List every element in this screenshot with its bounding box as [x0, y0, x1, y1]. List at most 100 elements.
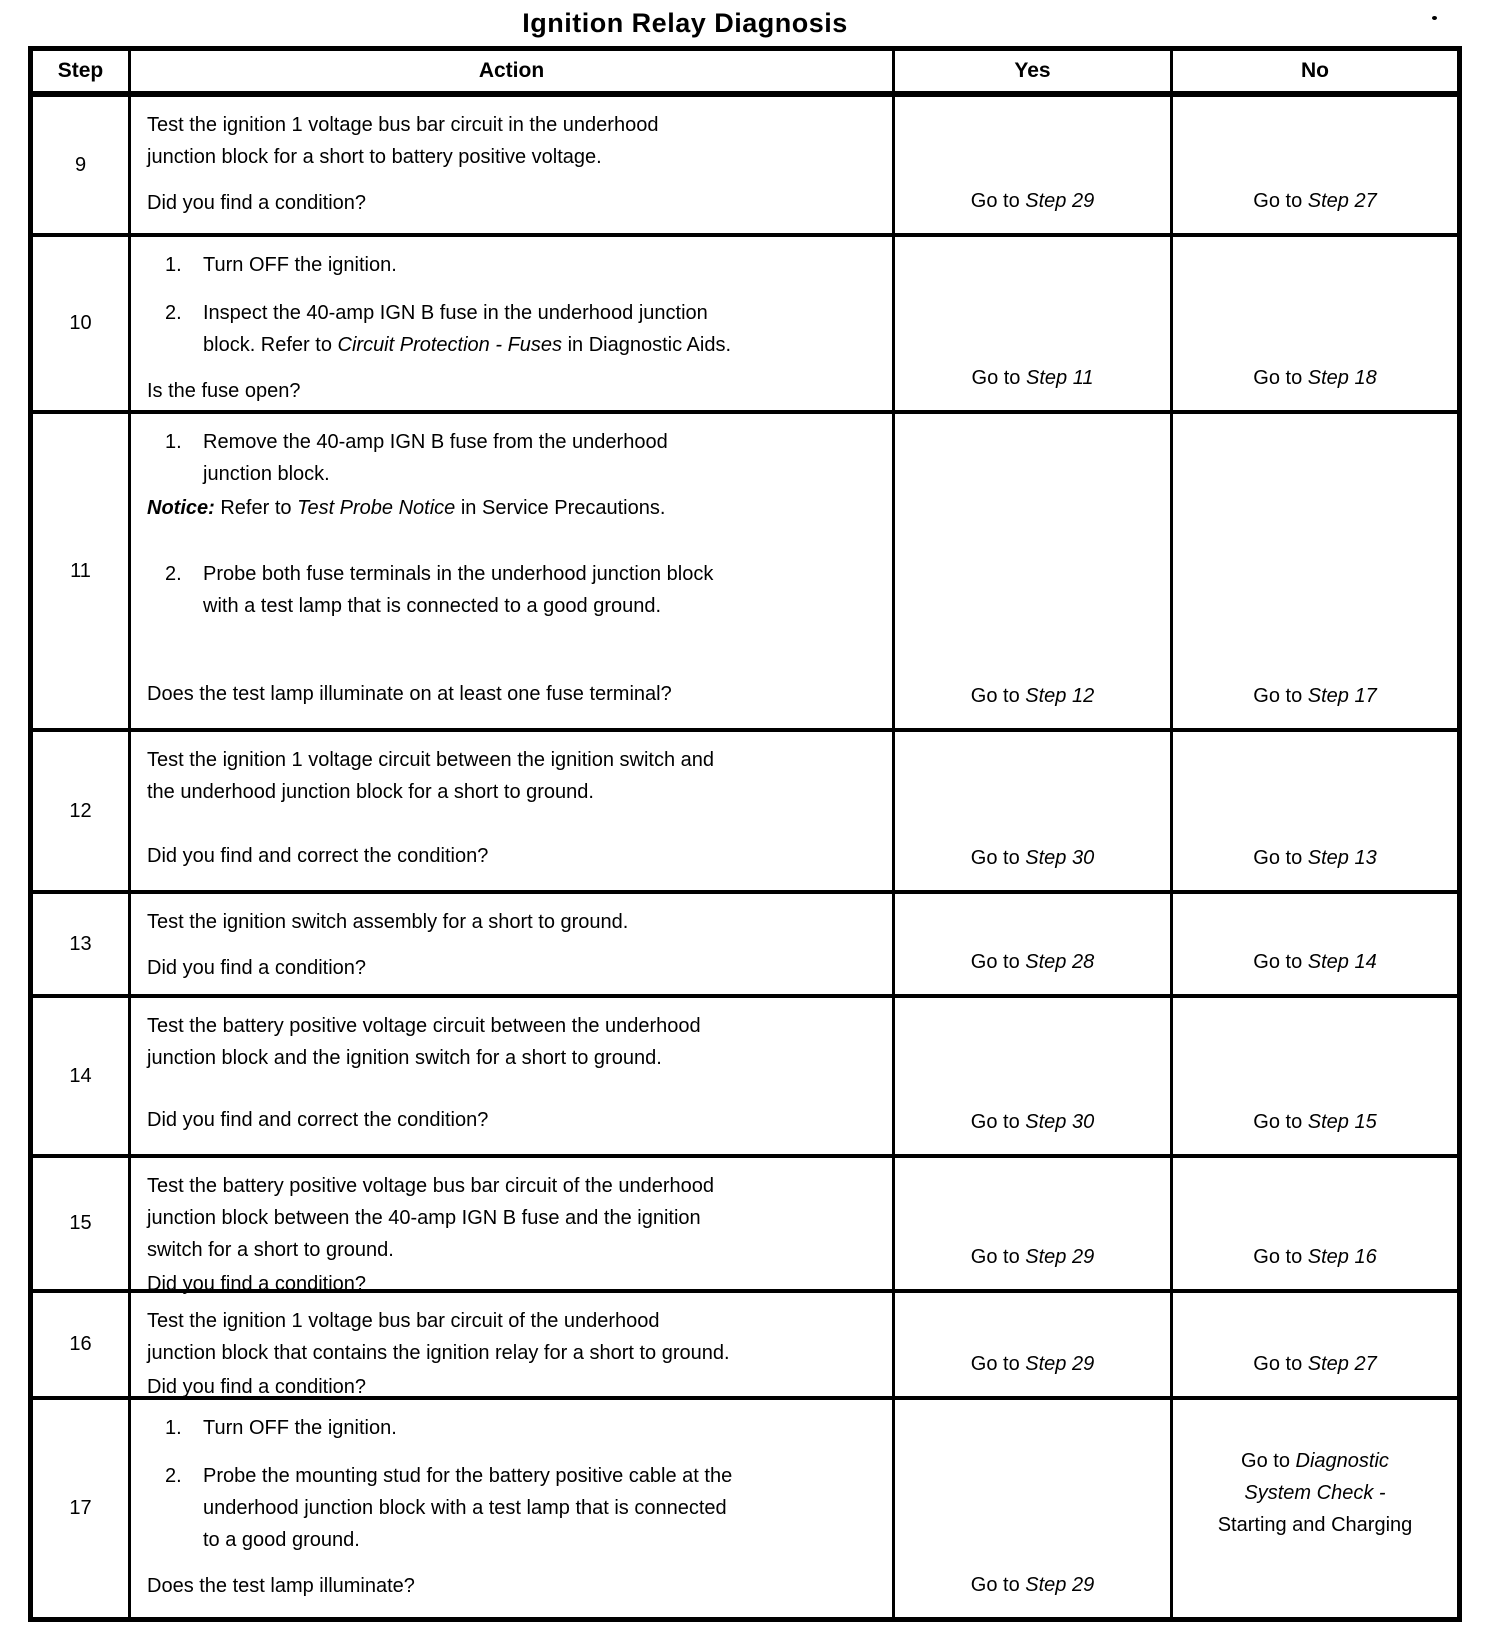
step-cell: 17	[69, 1497, 92, 1519]
action-text: Test the ignition 1 voltage bus bar circ…	[147, 114, 659, 168]
table-row-step-11: 11 1. Remove the 40-amp IGN B fuse from …	[33, 410, 1457, 728]
action-list-item-2: 2. Inspect the 40-amp IGN B fuse in the …	[147, 297, 878, 361]
no-cell: Go to Step 27	[1170, 1293, 1457, 1396]
step-cell: 13	[69, 932, 92, 955]
no-cell: Go to Step 15	[1170, 998, 1457, 1154]
diagnosis-table: Step Action Yes No 9 Test the ignition 1…	[28, 46, 1462, 1622]
reference-title: Test Probe Notice	[297, 497, 456, 519]
header-action: Action	[128, 51, 892, 91]
text-segment: in Service Precautions.	[455, 497, 666, 519]
goto-step-ref: Step 11	[1026, 367, 1094, 389]
goto-text: Go to Step 14	[1253, 946, 1376, 978]
goto-prefix: Go to	[1253, 367, 1308, 389]
table-row-step-16: 16 Test the ignition 1 voltage bus bar c…	[33, 1289, 1457, 1398]
goto-text: Go to Step 16	[1253, 1241, 1376, 1273]
list-item-text: Remove the 40-amp IGN B fuse from the un…	[203, 431, 668, 485]
yes-cell: Go to Step 30	[892, 732, 1170, 890]
goto-step-ref: Step 14	[1307, 951, 1377, 973]
table-row-step-15: 15 Test the battery positive voltage bus…	[33, 1154, 1457, 1295]
table-header-row: Step Action Yes No	[33, 51, 1457, 93]
action-cell: Test the ignition 1 voltage bus bar circ…	[128, 97, 892, 233]
goto-reference-suffix: Starting and Charging	[1217, 1513, 1413, 1536]
scan-artifact-dot	[1432, 16, 1437, 20]
goto-text: Go to Step 29	[971, 1348, 1094, 1380]
goto-step-ref: Step 13	[1307, 847, 1377, 869]
action-list-item-1: 1. Turn OFF the ignition.	[147, 1412, 878, 1444]
no-cell: Go to Step 27	[1170, 97, 1457, 233]
notice-label: Notice:	[147, 497, 215, 519]
step-cell: 10	[69, 312, 92, 334]
goto-step-ref: Step 27	[1307, 1353, 1377, 1375]
yes-cell: Go to Step 28	[892, 894, 1170, 994]
goto-prefix: Go to	[970, 685, 1026, 707]
goto-text: Go to Step 30	[971, 842, 1094, 874]
goto-prefix: Go to	[970, 1574, 1026, 1596]
goto-prefix: Go to	[970, 847, 1026, 869]
action-list-item-1: 1. Remove the 40-amp IGN B fuse from the…	[147, 426, 878, 490]
action-list-item-2: 2. Probe both fuse terminals in the unde…	[147, 558, 878, 622]
action-question: Is the fuse open?	[147, 380, 301, 402]
no-cell: Go to Step 16	[1170, 1158, 1457, 1289]
goto-prefix: Go to	[970, 190, 1026, 212]
goto-prefix: Go to	[1253, 1111, 1308, 1133]
list-number: 2.	[165, 302, 182, 324]
goto-text: Go to Step 29	[971, 185, 1094, 217]
list-number: 1.	[165, 1417, 182, 1439]
goto-text: Go to Step 15	[1253, 1106, 1376, 1138]
goto-text: Go to Step 28	[971, 946, 1094, 978]
goto-prefix: Go to	[1253, 847, 1308, 869]
list-number: 2.	[165, 1465, 182, 1487]
step-cell: 15	[69, 1212, 92, 1234]
header-no: No	[1170, 51, 1457, 91]
action-cell: Test the ignition 1 voltage bus bar circ…	[128, 1293, 892, 1398]
action-question: Did you find a condition?	[147, 1273, 367, 1295]
goto-step-ref: Step 29	[1025, 1353, 1095, 1375]
table-row-step-9: 9 Test the ignition 1 voltage bus bar ci…	[33, 93, 1457, 233]
goto-text: Go to Step 13	[1253, 842, 1376, 874]
list-item-text: Probe the mounting stud for the battery …	[203, 1465, 733, 1551]
goto-text: Go to Step 29	[971, 1569, 1094, 1601]
action-text: Test the ignition 1 voltage circuit betw…	[147, 749, 715, 803]
action-cell: 1. Turn OFF the ignition. 2. Probe the m…	[128, 1400, 892, 1617]
goto-step-ref: Step 16	[1307, 1246, 1377, 1268]
action-question: Did you find a condition?	[147, 957, 367, 979]
action-question: Did you find a condition?	[147, 1376, 367, 1398]
table-row-step-10: 10 1. Turn OFF the ignition. 2. Inspect …	[33, 233, 1457, 410]
header-yes: Yes	[892, 51, 1170, 91]
goto-text: Go to Step 30	[971, 1106, 1094, 1138]
notice-paragraph: Notice: Refer to Test Probe Notice in Se…	[147, 492, 878, 524]
action-cell: Test the ignition 1 voltage circuit betw…	[128, 732, 892, 890]
text-segment: Inspect the 40-amp IGN B fuse in the und…	[203, 302, 708, 356]
action-text: Test the battery positive voltage circui…	[147, 1015, 701, 1069]
goto-prefix: Go to	[1253, 951, 1308, 973]
yes-cell: Go to Step 12	[892, 414, 1170, 728]
goto-step-ref: Step 29	[1025, 1574, 1095, 1596]
goto-prefix: Go to	[1241, 1449, 1296, 1472]
no-cell: Go to Step 17	[1170, 414, 1457, 728]
step-cell: 16	[69, 1333, 92, 1355]
table-row-step-13: 13 Test the ignition switch assembly for…	[33, 890, 1457, 994]
list-item-text: Turn OFF the ignition.	[203, 1417, 397, 1439]
goto-step-ref: Step 18	[1307, 367, 1377, 389]
step-cell: 12	[69, 799, 92, 822]
goto-prefix: Go to	[1253, 1353, 1308, 1375]
action-list-item-2: 2. Probe the mounting stud for the batte…	[147, 1460, 878, 1556]
text-segment: Refer to	[214, 497, 298, 519]
goto-step-ref: Step 29	[1025, 190, 1095, 212]
yes-cell: Go to Step 30	[892, 998, 1170, 1154]
goto-text: Go to Step 27	[1253, 185, 1376, 217]
goto-step-ref: Step 30	[1025, 847, 1095, 869]
no-cell: Go to Step 13	[1170, 732, 1457, 890]
list-item-text: Probe both fuse terminals in the underho…	[203, 563, 714, 617]
action-text: Test the ignition 1 voltage bus bar circ…	[147, 1310, 730, 1364]
goto-text: Go to Step 29	[971, 1241, 1094, 1273]
list-number: 1.	[165, 254, 182, 276]
no-cell: Go to Diagnostic System Check - Starting…	[1170, 1400, 1457, 1617]
yes-cell: Go to Step 29	[892, 1293, 1170, 1396]
goto-reference-title: Diagnostic System Check -	[1244, 1449, 1389, 1504]
action-list-item-1: 1. Turn OFF the ignition.	[147, 249, 878, 281]
action-question: Does the test lamp illuminate on at leas…	[147, 683, 672, 705]
yes-cell: Go to Step 29	[892, 1400, 1170, 1617]
text-segment: in Diagnostic Aids.	[562, 334, 732, 356]
list-number: 1.	[165, 431, 182, 453]
